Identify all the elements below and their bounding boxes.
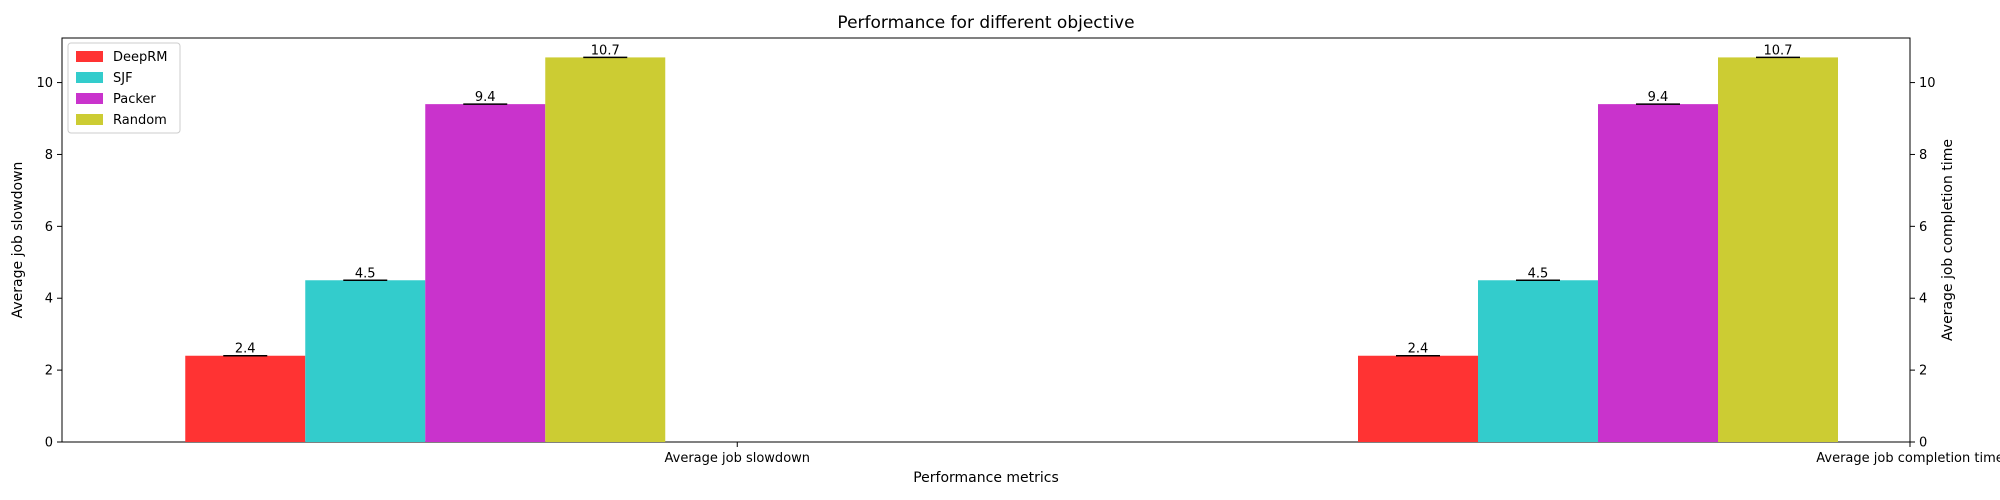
legend-box bbox=[67, 42, 181, 134]
plot-frame bbox=[61, 37, 1911, 443]
x-tick-label: Average job slowdown bbox=[665, 451, 811, 466]
legend-swatch-random bbox=[76, 114, 103, 125]
right-y-axis: 0 2 4 6 8 10 bbox=[1910, 76, 1936, 451]
bar-random-1 bbox=[1718, 57, 1838, 443]
legend: DeepRM SJF Packer Random bbox=[67, 42, 181, 134]
bars: 2.4 4.5 9.4 10.7 2.4 4.5 9.4 10.7 bbox=[185, 43, 1838, 443]
right-y-tick-label: 2 bbox=[1919, 364, 1927, 379]
x-axis-label: Performance metrics bbox=[913, 470, 1059, 486]
left-y-tick-label: 2 bbox=[45, 364, 53, 379]
data-label: 10.7 bbox=[591, 43, 620, 58]
right-y-tick-label: 4 bbox=[1919, 292, 1927, 307]
left-y-tick-label: 8 bbox=[45, 148, 53, 163]
x-axis: Average job slowdown Average job completi… bbox=[665, 442, 2000, 466]
legend-label-random: Random bbox=[113, 113, 167, 128]
legend-swatch-sjf bbox=[76, 72, 103, 83]
legend-swatch-packer bbox=[76, 93, 103, 104]
bar-deeprm-1 bbox=[1358, 355, 1478, 442]
data-label: 9.4 bbox=[475, 90, 496, 105]
legend-swatch-deeprm bbox=[76, 51, 103, 62]
bar-sjf-0 bbox=[305, 280, 426, 442]
bar-sjf-1 bbox=[1478, 280, 1598, 442]
data-label: 9.4 bbox=[1648, 90, 1669, 105]
data-label: 4.5 bbox=[355, 266, 376, 281]
left-y-axis-label: Average job slowdown bbox=[10, 162, 26, 319]
left-y-tick-label: 0 bbox=[45, 436, 53, 451]
data-label: 10.7 bbox=[1764, 43, 1793, 58]
left-y-tick-label: 10 bbox=[36, 76, 53, 91]
data-label: 2.4 bbox=[235, 342, 256, 357]
data-label: 2.4 bbox=[1408, 342, 1429, 357]
legend-label-packer: Packer bbox=[113, 92, 156, 107]
bar-packer-1 bbox=[1598, 104, 1718, 443]
right-y-tick-label: 10 bbox=[1919, 76, 1936, 91]
chart-title: Performance for different objective bbox=[837, 13, 1134, 33]
right-y-tick-label: 6 bbox=[1919, 220, 1927, 235]
right-y-tick-label: 0 bbox=[1919, 436, 1927, 451]
bar-packer-0 bbox=[425, 104, 546, 443]
bar-random-0 bbox=[545, 57, 666, 443]
right-y-tick-label: 8 bbox=[1919, 148, 1927, 163]
data-label: 4.5 bbox=[1528, 266, 1549, 281]
x-tick-label: Average job completion time bbox=[1816, 451, 2000, 466]
legend-label-sjf: SJF bbox=[113, 71, 133, 86]
right-y-axis-label: Average job completion time bbox=[1940, 139, 1956, 341]
left-y-axis: 0 2 4 6 8 10 bbox=[36, 76, 62, 451]
legend-label-deeprm: DeepRM bbox=[113, 50, 168, 65]
left-y-tick-label: 6 bbox=[45, 220, 53, 235]
bar-deeprm-0 bbox=[185, 355, 306, 442]
left-y-tick-label: 4 bbox=[45, 292, 53, 307]
